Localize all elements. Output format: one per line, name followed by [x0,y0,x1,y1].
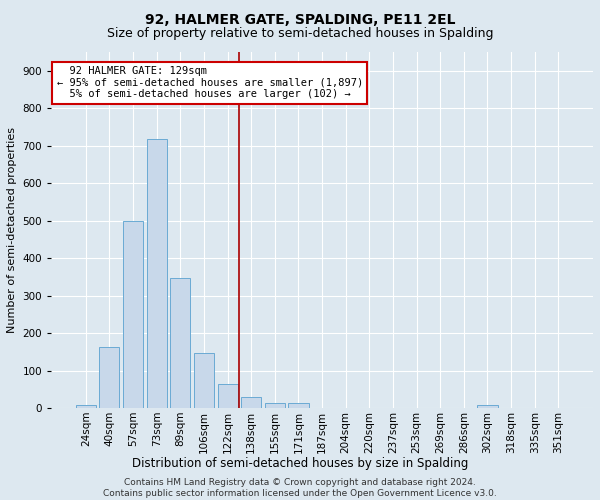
Y-axis label: Number of semi-detached properties: Number of semi-detached properties [7,127,17,333]
Bar [241,398,261,408]
Bar [170,278,190,408]
Bar [265,404,285,408]
Bar [478,405,497,408]
Bar [146,139,167,408]
Bar [218,384,238,408]
Text: Distribution of semi-detached houses by size in Spalding: Distribution of semi-detached houses by … [132,458,468,470]
Text: Contains HM Land Registry data © Crown copyright and database right 2024.
Contai: Contains HM Land Registry data © Crown c… [103,478,497,498]
Bar [100,348,119,408]
Text: 92 HALMER GATE: 129sqm
← 95% of semi-detached houses are smaller (1,897)
  5% of: 92 HALMER GATE: 129sqm ← 95% of semi-det… [56,66,363,100]
Bar [194,353,214,408]
Bar [76,405,96,408]
Bar [289,404,308,408]
Text: Size of property relative to semi-detached houses in Spalding: Size of property relative to semi-detach… [107,28,493,40]
Text: 92, HALMER GATE, SPALDING, PE11 2EL: 92, HALMER GATE, SPALDING, PE11 2EL [145,12,455,26]
Bar [123,220,143,408]
